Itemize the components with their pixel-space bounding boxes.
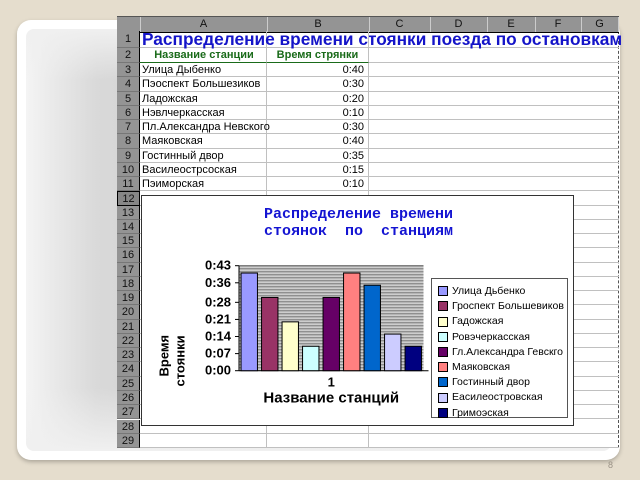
svg-text:Название станций: Название станций — [263, 390, 399, 407]
svg-text:1: 1 — [328, 375, 335, 390]
svg-text:0:28: 0:28 — [205, 294, 231, 309]
svg-text:0:14: 0:14 — [205, 329, 232, 344]
svg-text:0:43: 0:43 — [205, 258, 231, 273]
svg-text:0:36: 0:36 — [205, 275, 231, 290]
svg-text:0:21: 0:21 — [205, 311, 231, 326]
svg-text:0:07: 0:07 — [205, 346, 231, 361]
svg-text:0:00: 0:00 — [205, 363, 231, 378]
